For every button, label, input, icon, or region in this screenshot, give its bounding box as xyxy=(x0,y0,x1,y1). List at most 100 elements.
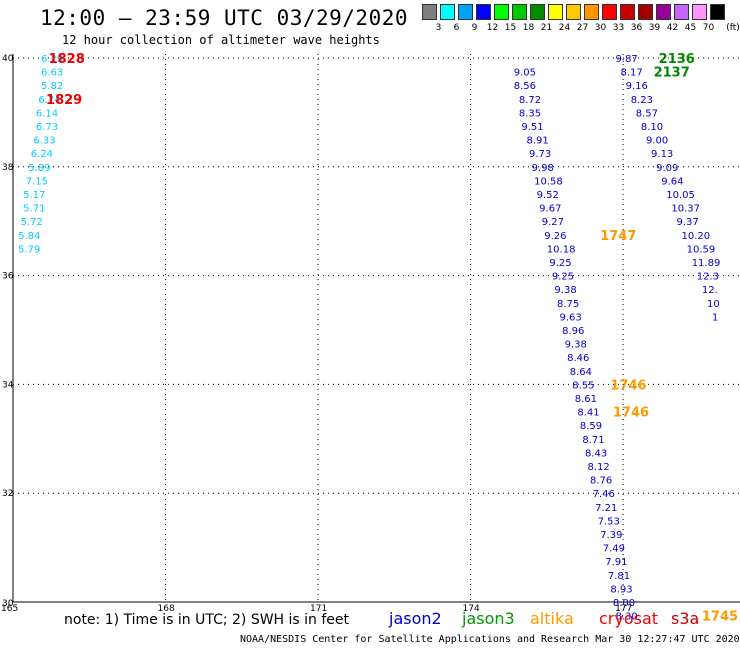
wave-height-point: 6.63 xyxy=(41,68,63,79)
wave-height-point: 9.52 xyxy=(537,190,559,201)
legend-label: 24 xyxy=(558,23,571,33)
wave-height-point: 8.41 xyxy=(577,408,599,419)
x-tick-label: 165 xyxy=(1,604,18,614)
wave-height-point: 10.58 xyxy=(534,176,563,187)
legend-label: 12 xyxy=(486,23,499,33)
wave-height-point: 8.71 xyxy=(582,435,604,446)
x-tick-label: 177 xyxy=(615,604,632,614)
wave-height-point: 10.05 xyxy=(666,190,695,201)
legend-swatch xyxy=(566,4,581,20)
wave-height-point: 7.46 xyxy=(593,489,615,500)
wave-height-point: 10.59 xyxy=(687,244,716,255)
wave-height-point: 7.91 xyxy=(605,557,627,568)
legend-swatch xyxy=(476,4,491,20)
wave-height-point: 7.15 xyxy=(26,176,48,187)
legend-label: 42 xyxy=(666,23,679,33)
pass-time-label: 1746 xyxy=(613,406,649,421)
legend-label: 36 xyxy=(630,23,643,33)
satellite-altika: altika xyxy=(530,609,574,628)
x-tick-label: 168 xyxy=(158,604,175,614)
legend-swatch xyxy=(638,4,653,20)
wave-height-point: 8.10 xyxy=(641,122,663,133)
credit-line: NOAA/NESDIS Center for Satellite Applica… xyxy=(240,634,740,645)
wave-height-point: 8.17 xyxy=(621,68,643,79)
wave-height-point: 9.64 xyxy=(661,176,683,187)
wave-height-point: 8.61 xyxy=(575,394,597,405)
wave-height-point: 7.53 xyxy=(598,516,620,527)
wave-height-point: 7.39 xyxy=(600,530,622,541)
legend-label: 39 xyxy=(648,23,661,33)
legend-swatch xyxy=(422,4,437,20)
wave-height-point: 12.3 xyxy=(697,272,719,283)
wave-height-point: 5.72 xyxy=(21,217,43,228)
wave-height-point: 9.51 xyxy=(521,122,543,133)
wave-height-point: 6.29 xyxy=(41,54,63,65)
wave-height-point: 8.57 xyxy=(636,108,658,119)
pass-time-label: 1828 xyxy=(49,52,85,67)
page-subtitle: 12 hour collection of altimeter wave hei… xyxy=(62,33,380,47)
wave-height-point: 7.81 xyxy=(608,571,630,582)
wave-height-point: 9.87 xyxy=(615,54,637,65)
wave-height-point: 8.46 xyxy=(567,353,589,364)
wave-height-point: 1 xyxy=(712,312,718,323)
legend-swatch xyxy=(584,4,599,20)
legend-swatch xyxy=(710,4,725,20)
wave-height-point: 5.89 xyxy=(28,163,50,174)
legend-label: 33 xyxy=(612,23,625,33)
wave-height-point: 9.98 xyxy=(532,163,554,174)
wave-height-point: 6.73 xyxy=(36,122,58,133)
wave-height-point: 8.91 xyxy=(526,136,548,147)
pass-time-label: 1747 xyxy=(600,229,636,244)
satellite-jason3: jason3 xyxy=(462,609,515,628)
legend-label: 18 xyxy=(522,23,535,33)
wave-height-point: 8.23 xyxy=(631,95,653,106)
legend-swatch xyxy=(620,4,635,20)
wave-height-point: 7.21 xyxy=(595,503,617,514)
wave-height-point: 5.17 xyxy=(23,190,45,201)
y-tick-label: 40 xyxy=(2,54,14,64)
wave-height-point: 8.59 xyxy=(580,421,602,432)
y-tick-label: 38 xyxy=(2,163,14,173)
legend-label: 9 xyxy=(471,23,478,33)
legend-label: 21 xyxy=(540,23,553,33)
wave-height-point: 9.25 xyxy=(549,258,571,269)
satellite-s3a: s3a xyxy=(671,609,700,628)
wave-height-point: 5.79 xyxy=(18,244,40,255)
satellite-cryosat: cryosat xyxy=(599,609,659,628)
wave-height-point: 9.00 xyxy=(646,136,668,147)
wave-height-point: 8.30 xyxy=(615,612,637,623)
legend-swatch xyxy=(512,4,527,20)
wave-height-point: 9.27 xyxy=(542,217,564,228)
wave-height-point: 8.93 xyxy=(610,584,632,595)
wave-height-point: 10 xyxy=(707,299,720,310)
wave-height-point: 8.72 xyxy=(519,95,541,106)
legend-swatch xyxy=(692,4,707,20)
wave-height-point: 9.09 xyxy=(656,163,678,174)
wave-height-point: 5.84 xyxy=(18,231,40,242)
pass-time-label: 1829 xyxy=(46,93,82,108)
wave-height-point: 5.82 xyxy=(41,81,63,92)
legend-swatch xyxy=(494,4,509,20)
wave-height-point: 6.74 xyxy=(38,95,60,106)
wave-height-point: 9.63 xyxy=(560,312,582,323)
y-tick-label: 34 xyxy=(2,380,14,390)
legend-label: 70 xyxy=(702,23,715,33)
legend-label: 27 xyxy=(576,23,589,33)
x-tick-label: 174 xyxy=(463,604,480,614)
y-tick-label: 30 xyxy=(2,599,14,609)
wave-height-point: 10.37 xyxy=(671,204,700,215)
x-tick-label: 171 xyxy=(310,604,327,614)
legend-swatch xyxy=(530,4,545,20)
wave-height-point: 8.96 xyxy=(562,326,584,337)
wave-height-point: 8.75 xyxy=(557,299,579,310)
legend-label: 6 xyxy=(453,23,460,33)
legend-swatch xyxy=(674,4,689,20)
wave-height-point: 10.20 xyxy=(682,231,711,242)
wave-height-point: 9.73 xyxy=(529,149,551,160)
wave-height-point: 5.71 xyxy=(23,204,45,215)
legend-swatch xyxy=(656,4,671,20)
page-title: 12:00 – 23:59 UTC 03/29/2020 xyxy=(40,6,409,30)
footer-note: note: 1) Time is in UTC; 2) SWH is in fe… xyxy=(64,612,350,628)
legend-unit: (ft) xyxy=(726,23,740,33)
